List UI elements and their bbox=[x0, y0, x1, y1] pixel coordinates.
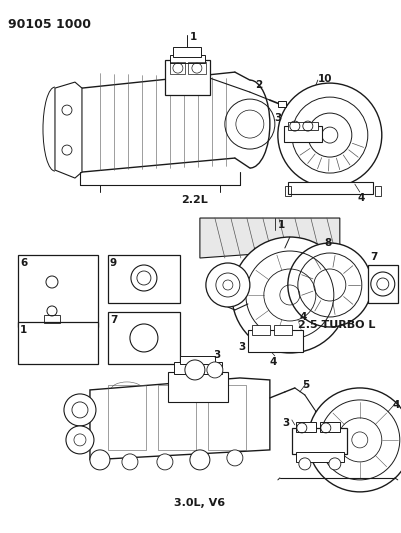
Circle shape bbox=[66, 426, 94, 454]
Circle shape bbox=[207, 362, 223, 378]
Bar bbox=[165, 60, 210, 95]
Circle shape bbox=[278, 83, 382, 187]
Text: 4: 4 bbox=[270, 357, 277, 367]
Text: 2: 2 bbox=[255, 80, 262, 90]
Circle shape bbox=[64, 394, 96, 426]
Bar bbox=[288, 182, 373, 194]
Circle shape bbox=[122, 454, 138, 470]
Bar bbox=[174, 362, 222, 374]
Text: 4: 4 bbox=[393, 400, 400, 410]
Bar bbox=[288, 122, 318, 130]
Circle shape bbox=[90, 450, 110, 470]
Text: 7: 7 bbox=[110, 315, 117, 325]
Circle shape bbox=[46, 276, 58, 288]
Circle shape bbox=[232, 237, 348, 353]
Text: 3: 3 bbox=[213, 350, 220, 360]
Text: 1: 1 bbox=[20, 325, 27, 335]
Text: 7: 7 bbox=[370, 252, 377, 262]
Bar bbox=[320, 422, 340, 432]
Circle shape bbox=[371, 272, 395, 296]
Text: 3: 3 bbox=[274, 113, 281, 123]
Polygon shape bbox=[200, 218, 340, 258]
Text: 4: 4 bbox=[358, 193, 365, 203]
Bar bbox=[173, 47, 201, 57]
Bar bbox=[248, 330, 303, 352]
Circle shape bbox=[329, 458, 341, 470]
Text: 3: 3 bbox=[283, 418, 290, 428]
Polygon shape bbox=[90, 378, 270, 460]
Bar bbox=[292, 428, 347, 454]
Bar bbox=[188, 62, 206, 74]
Text: 3.0L, V6: 3.0L, V6 bbox=[174, 498, 225, 508]
Circle shape bbox=[47, 306, 57, 316]
Bar bbox=[18, 255, 98, 327]
Bar bbox=[170, 55, 205, 63]
Circle shape bbox=[206, 263, 250, 307]
Text: 2.5 TURBO L: 2.5 TURBO L bbox=[298, 320, 375, 330]
Text: 2.2L: 2.2L bbox=[182, 195, 208, 205]
Text: 4: 4 bbox=[300, 312, 307, 322]
Text: 1: 1 bbox=[190, 32, 197, 42]
Bar bbox=[296, 452, 344, 462]
Bar bbox=[44, 315, 60, 323]
Bar bbox=[278, 101, 286, 107]
Bar bbox=[296, 422, 316, 432]
Bar bbox=[108, 312, 180, 364]
Bar bbox=[18, 322, 98, 364]
Text: 3: 3 bbox=[238, 342, 245, 352]
Bar bbox=[108, 385, 146, 450]
Bar bbox=[208, 385, 246, 450]
Bar bbox=[284, 126, 322, 142]
Bar bbox=[285, 186, 291, 196]
Bar bbox=[368, 265, 398, 303]
Polygon shape bbox=[55, 82, 82, 178]
Bar bbox=[170, 62, 185, 74]
Bar bbox=[108, 255, 180, 303]
Text: 90105 1000: 90105 1000 bbox=[8, 18, 91, 31]
Text: 6: 6 bbox=[20, 258, 27, 268]
Bar bbox=[168, 372, 228, 402]
Text: 5: 5 bbox=[302, 380, 309, 390]
Circle shape bbox=[288, 243, 372, 327]
Bar bbox=[180, 356, 215, 364]
Circle shape bbox=[185, 360, 205, 380]
Circle shape bbox=[308, 388, 401, 492]
Circle shape bbox=[227, 450, 243, 466]
Text: 9: 9 bbox=[110, 258, 117, 268]
Circle shape bbox=[130, 324, 158, 352]
Text: 1: 1 bbox=[278, 220, 285, 230]
Bar bbox=[158, 385, 196, 450]
Circle shape bbox=[131, 265, 157, 291]
Bar bbox=[252, 325, 270, 335]
Circle shape bbox=[157, 454, 173, 470]
Bar bbox=[274, 325, 292, 335]
Text: 10: 10 bbox=[318, 74, 332, 84]
Circle shape bbox=[299, 458, 311, 470]
Text: 8: 8 bbox=[324, 238, 332, 248]
Bar bbox=[375, 186, 381, 196]
Circle shape bbox=[190, 450, 210, 470]
